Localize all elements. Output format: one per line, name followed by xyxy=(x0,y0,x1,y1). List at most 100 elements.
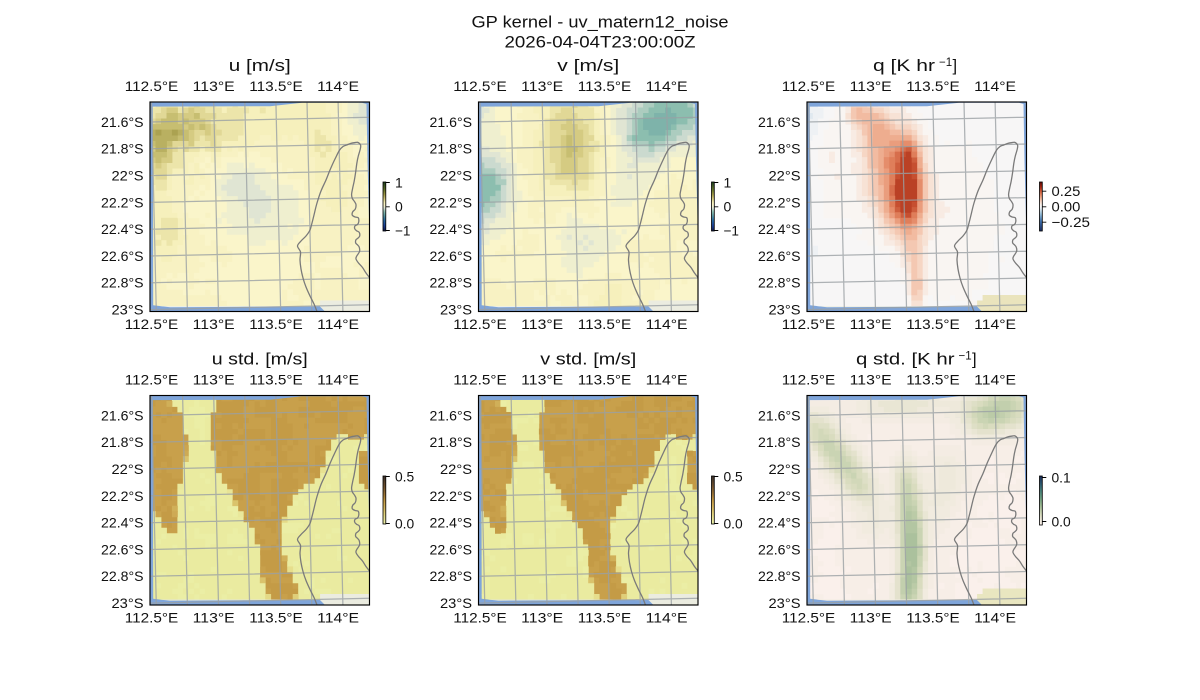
svg-text:22.4°S: 22.4°S xyxy=(430,221,473,237)
svg-text:22.2°S: 22.2°S xyxy=(758,488,801,504)
svg-text:0.5: 0.5 xyxy=(395,468,414,484)
svg-text:23°S: 23°S xyxy=(440,595,472,611)
svg-text:1: 1 xyxy=(724,174,732,190)
svg-text:u [m/s]: u [m/s] xyxy=(229,57,291,75)
svg-text:114°E: 114°E xyxy=(317,316,359,332)
svg-text:113°E: 113°E xyxy=(850,78,892,94)
svg-text:113°E: 113°E xyxy=(193,78,235,94)
svg-text:0.0: 0.0 xyxy=(724,515,743,531)
svg-text:113°E: 113°E xyxy=(193,609,235,625)
svg-text:113.5°E: 113.5°E xyxy=(578,316,632,332)
svg-text:21.6°S: 21.6°S xyxy=(758,114,801,130)
svg-text:112.5°E: 112.5°E xyxy=(125,316,179,332)
svg-text:112.5°E: 112.5°E xyxy=(782,609,836,625)
svg-text:112.5°E: 112.5°E xyxy=(453,78,507,94)
svg-text:0.0: 0.0 xyxy=(1052,513,1071,529)
svg-text:112.5°E: 112.5°E xyxy=(782,371,836,387)
svg-text:22°S: 22°S xyxy=(440,461,472,477)
svg-text:q std. [K hr: q std. [K hr xyxy=(856,351,955,369)
svg-text:22.4°S: 22.4°S xyxy=(430,515,473,531)
svg-text:21.8°S: 21.8°S xyxy=(430,141,473,157)
svg-text:22.8°S: 22.8°S xyxy=(430,275,473,291)
svg-text:u std. [m/s]: u std. [m/s] xyxy=(212,351,308,369)
svg-text:0: 0 xyxy=(724,199,732,215)
svg-text:21.8°S: 21.8°S xyxy=(101,141,144,157)
svg-text:22.2°S: 22.2°S xyxy=(430,194,473,210)
svg-text:114°E: 114°E xyxy=(974,609,1016,625)
svg-text:22.6°S: 22.6°S xyxy=(430,541,473,557)
svg-text:22.4°S: 22.4°S xyxy=(758,515,801,531)
svg-text:21.6°S: 21.6°S xyxy=(430,407,473,423)
svg-text:114°E: 114°E xyxy=(974,371,1016,387)
svg-text:113.5°E: 113.5°E xyxy=(578,609,632,625)
svg-text:112.5°E: 112.5°E xyxy=(453,371,507,387)
svg-text:22°S: 22°S xyxy=(112,461,144,477)
svg-text:22.2°S: 22.2°S xyxy=(101,194,144,210)
svg-text:112.5°E: 112.5°E xyxy=(125,609,179,625)
svg-text:113°E: 113°E xyxy=(850,316,892,332)
svg-text:21.6°S: 21.6°S xyxy=(758,407,801,423)
svg-text:22.2°S: 22.2°S xyxy=(758,194,801,210)
svg-text:113°E: 113°E xyxy=(193,371,235,387)
svg-text:GP kernel - uv_matern12_noise: GP kernel - uv_matern12_noise xyxy=(472,14,729,32)
svg-text:q [K hr: q [K hr xyxy=(873,57,936,75)
svg-text:v [m/s]: v [m/s] xyxy=(557,57,619,75)
svg-text:21.6°S: 21.6°S xyxy=(101,114,144,130)
svg-text:22.8°S: 22.8°S xyxy=(430,568,473,584)
svg-text:22.8°S: 22.8°S xyxy=(758,275,801,291)
svg-text:112.5°E: 112.5°E xyxy=(125,78,179,94)
svg-text:]: ] xyxy=(953,57,958,75)
svg-text:112.5°E: 112.5°E xyxy=(782,78,836,94)
svg-text:0.25: 0.25 xyxy=(1052,183,1081,199)
svg-text:114°E: 114°E xyxy=(646,316,688,332)
svg-text:23°S: 23°S xyxy=(440,302,472,318)
svg-text:22.8°S: 22.8°S xyxy=(101,568,144,584)
svg-text:22.4°S: 22.4°S xyxy=(101,515,144,531)
svg-text:112.5°E: 112.5°E xyxy=(125,371,179,387)
svg-text:114°E: 114°E xyxy=(646,371,688,387)
svg-text:21.8°S: 21.8°S xyxy=(758,141,801,157)
svg-text:113.5°E: 113.5°E xyxy=(906,316,960,332)
svg-text:23°S: 23°S xyxy=(769,595,801,611)
svg-text:112.5°E: 112.5°E xyxy=(453,609,507,625)
svg-text:21.8°S: 21.8°S xyxy=(758,434,801,450)
svg-text:22°S: 22°S xyxy=(769,461,801,477)
svg-text:]: ] xyxy=(972,351,977,369)
svg-text:113.5°E: 113.5°E xyxy=(249,371,303,387)
svg-text:113.5°E: 113.5°E xyxy=(249,609,303,625)
svg-text:22.4°S: 22.4°S xyxy=(758,221,801,237)
svg-text:22.6°S: 22.6°S xyxy=(758,541,801,557)
svg-text:0.1: 0.1 xyxy=(1052,469,1071,485)
svg-text:113°E: 113°E xyxy=(521,371,563,387)
svg-text:114°E: 114°E xyxy=(974,78,1016,94)
svg-text:114°E: 114°E xyxy=(974,316,1016,332)
svg-text:113°E: 113°E xyxy=(521,316,563,332)
svg-text:−1: −1 xyxy=(724,222,740,238)
svg-text:113.5°E: 113.5°E xyxy=(578,371,632,387)
svg-text:114°E: 114°E xyxy=(646,609,688,625)
svg-text:21.6°S: 21.6°S xyxy=(101,407,144,423)
svg-text:114°E: 114°E xyxy=(317,371,359,387)
svg-text:22°S: 22°S xyxy=(769,168,801,184)
svg-text:0: 0 xyxy=(395,199,403,215)
svg-text:112.5°E: 112.5°E xyxy=(453,316,507,332)
svg-text:113.5°E: 113.5°E xyxy=(249,78,303,94)
svg-text:22.6°S: 22.6°S xyxy=(758,248,801,264)
svg-text:22.6°S: 22.6°S xyxy=(430,248,473,264)
svg-text:112.5°E: 112.5°E xyxy=(782,316,836,332)
svg-text:113.5°E: 113.5°E xyxy=(906,609,960,625)
svg-text:22°S: 22°S xyxy=(112,168,144,184)
svg-text:1: 1 xyxy=(395,174,403,190)
svg-text:114°E: 114°E xyxy=(317,78,359,94)
svg-text:23°S: 23°S xyxy=(112,595,144,611)
svg-text:113°E: 113°E xyxy=(193,316,235,332)
svg-text:21.8°S: 21.8°S xyxy=(430,434,473,450)
svg-text:113.5°E: 113.5°E xyxy=(906,78,960,94)
svg-text:113°E: 113°E xyxy=(850,371,892,387)
svg-text:22.2°S: 22.2°S xyxy=(101,488,144,504)
svg-text:−1: −1 xyxy=(395,222,411,238)
svg-text:21.8°S: 21.8°S xyxy=(101,434,144,450)
svg-text:v std. [m/s]: v std. [m/s] xyxy=(540,351,636,369)
svg-text:113°E: 113°E xyxy=(850,609,892,625)
svg-text:22.6°S: 22.6°S xyxy=(101,541,144,557)
